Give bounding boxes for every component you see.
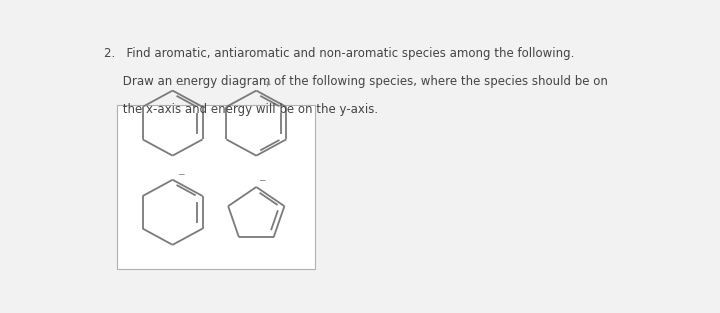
Text: Draw an energy diagram of the following species, where the species should be on: Draw an energy diagram of the following … bbox=[104, 75, 608, 88]
Text: −: − bbox=[177, 169, 184, 178]
Text: +: + bbox=[263, 80, 271, 89]
Text: −: − bbox=[177, 80, 184, 89]
Bar bbox=[117, 105, 315, 269]
Text: −: − bbox=[258, 176, 266, 185]
Text: 2.   Find aromatic, antiaromatic and non-aromatic species among the following.: 2. Find aromatic, antiaromatic and non-a… bbox=[104, 47, 575, 60]
Text: the x-axis and energy will be on the y-axis.: the x-axis and energy will be on the y-a… bbox=[104, 103, 378, 115]
